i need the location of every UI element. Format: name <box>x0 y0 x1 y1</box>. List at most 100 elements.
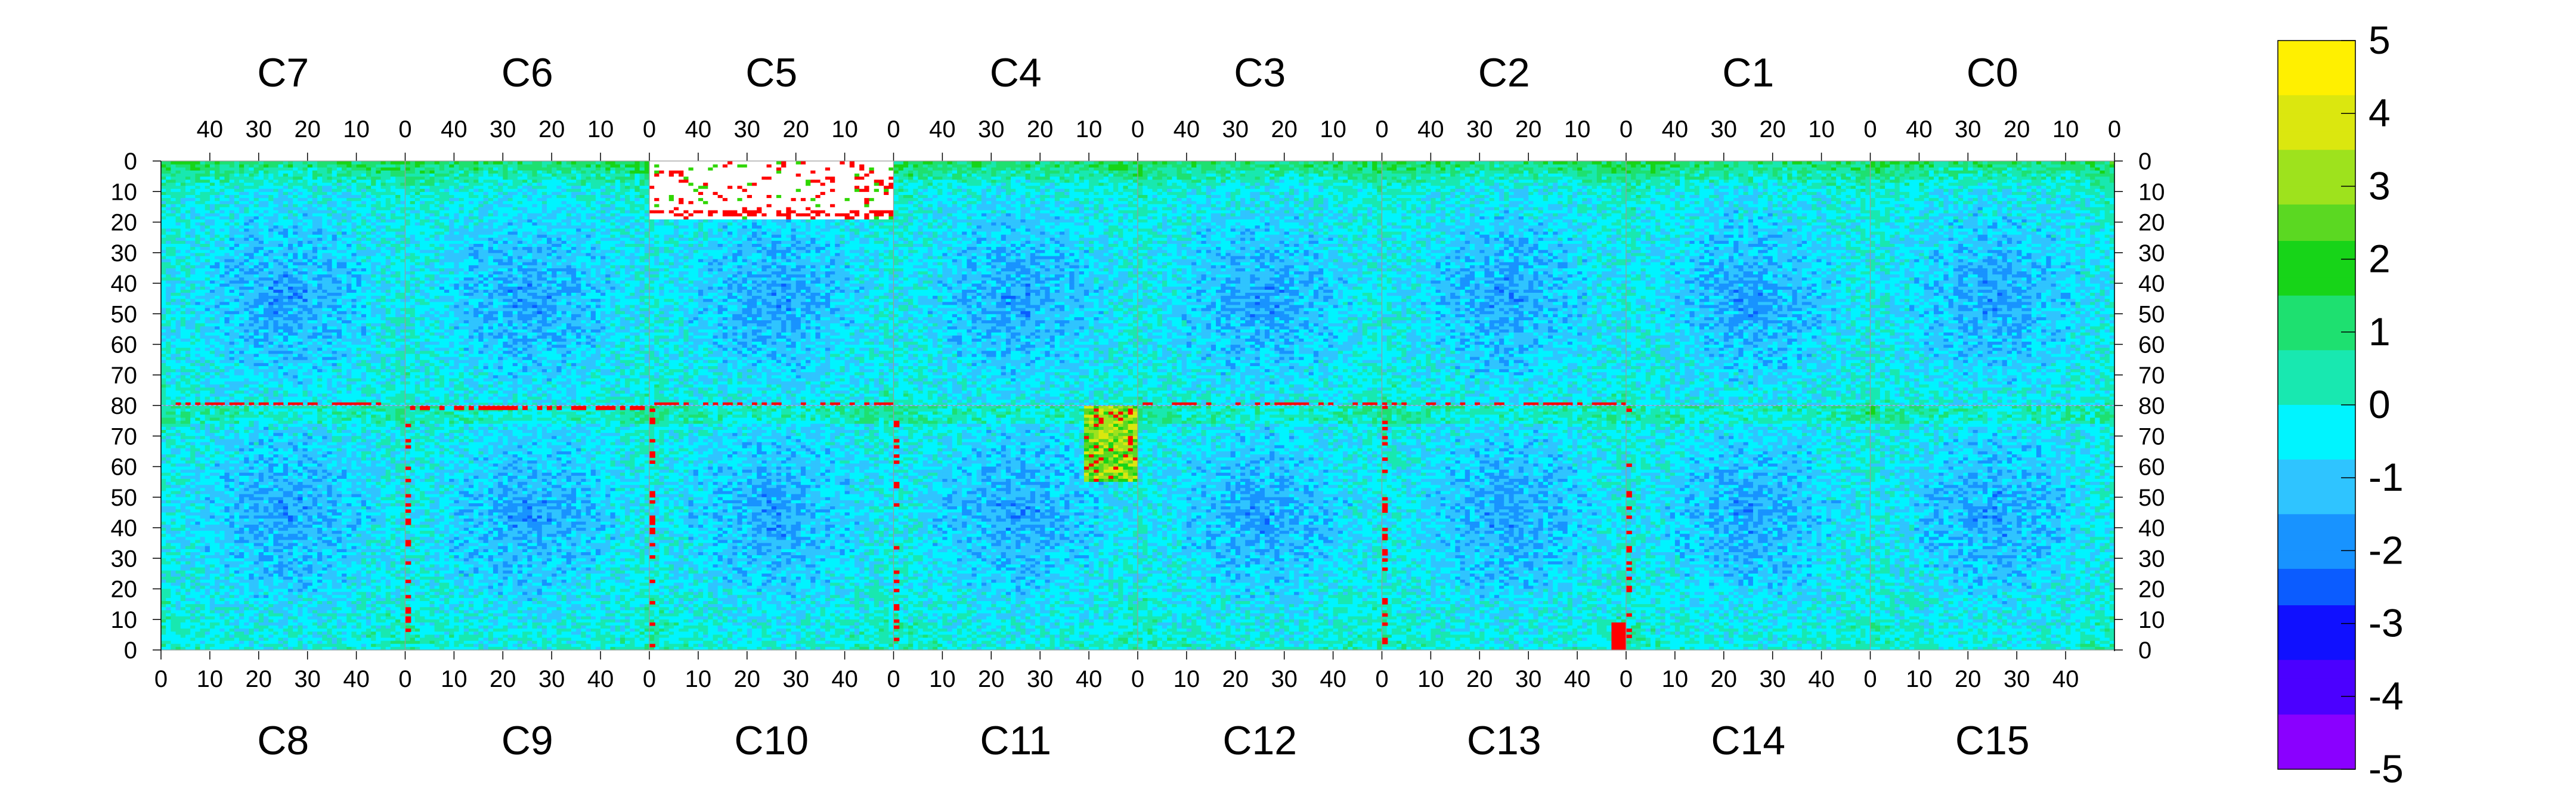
heatmap-cell <box>346 384 352 388</box>
heatmap-cell <box>190 369 196 373</box>
x-tick-label: 10 <box>1320 116 1346 143</box>
heatmap-cell <box>273 345 278 348</box>
heatmap-cell <box>391 357 396 360</box>
heatmap-cell <box>357 378 362 382</box>
heatmap-cell <box>322 341 327 345</box>
heatmap-cell <box>303 375 308 379</box>
heatmap-cell <box>322 363 327 366</box>
heatmap-cell <box>293 363 298 366</box>
heatmap-cell <box>361 387 367 391</box>
heatmap-cell <box>200 348 206 351</box>
heatmap-cell <box>254 387 259 391</box>
heatmap-cell <box>254 394 259 397</box>
heatmap-cell <box>254 378 259 382</box>
heatmap-cell <box>317 387 323 391</box>
heatmap-cell <box>395 378 401 382</box>
heatmap-cell <box>264 345 269 348</box>
heatmap-cell <box>219 394 225 397</box>
x-tick-label: 0 <box>2108 116 2121 143</box>
heatmap-cell <box>161 345 166 348</box>
heatmap-cell <box>171 341 176 345</box>
heatmap-cell <box>351 320 357 324</box>
heatmap-cell <box>171 326 176 330</box>
heatmap-cell <box>161 341 166 345</box>
heatmap-cell <box>171 317 176 320</box>
heatmap-cell <box>259 387 264 391</box>
heatmap-cell <box>230 320 235 324</box>
heatmap-cell <box>278 366 284 369</box>
heatmap-cell <box>351 363 357 366</box>
heatmap-cell <box>308 384 313 388</box>
heatmap-cell <box>386 360 391 363</box>
x-tick-label: 0 <box>398 116 411 143</box>
heatmap-cell <box>176 369 181 373</box>
heatmap-cell <box>176 332 181 336</box>
heatmap-cell <box>332 338 338 342</box>
heatmap-cell <box>357 390 362 394</box>
heatmap-cell <box>386 332 391 336</box>
heatmap-cell <box>215 348 220 351</box>
heatmap-cell <box>205 375 210 379</box>
heatmap-cell <box>395 357 401 360</box>
heatmap-cell <box>298 296 303 299</box>
heatmap-cell <box>400 332 405 336</box>
heatmap-cell <box>361 354 367 357</box>
heatmap-cell <box>293 323 298 327</box>
heatmap-cell <box>249 372 254 376</box>
heatmap-cell <box>273 289 278 293</box>
heatmap-cell <box>205 332 210 336</box>
heatmap-cell <box>210 363 215 366</box>
heatmap-cell <box>161 320 166 324</box>
heatmap-cell <box>278 384 284 388</box>
heatmap-cell <box>264 296 269 299</box>
heatmap-cell <box>244 341 249 345</box>
heatmap-cell <box>308 400 313 403</box>
heatmap-cell <box>268 360 274 363</box>
heatmap-cell <box>230 289 235 293</box>
heatmap-cell <box>244 400 249 403</box>
x-tick-label: 40 <box>1808 666 1835 692</box>
heatmap-cell <box>171 375 176 379</box>
heatmap-cell <box>312 320 318 324</box>
heatmap-cell <box>171 296 176 299</box>
heatmap-cell <box>322 348 327 351</box>
heatmap-cell <box>308 378 313 382</box>
heatmap-cell <box>239 317 244 320</box>
heatmap-cell <box>185 308 191 311</box>
heatmap-cell <box>161 332 166 336</box>
heatmap-cell <box>268 394 274 397</box>
heatmap-cell <box>332 397 338 400</box>
heatmap-cell <box>346 302 352 305</box>
heatmap-cell <box>249 390 254 394</box>
heatmap-cell <box>254 305 259 308</box>
heatmap-cell <box>357 323 362 327</box>
heatmap-cell <box>376 289 381 293</box>
heatmap-cell <box>185 354 191 357</box>
heatmap-cell <box>312 338 318 342</box>
heatmap-cell <box>224 354 230 357</box>
heatmap-cell <box>283 329 289 333</box>
heatmap-cell <box>395 296 401 299</box>
heatmap-cell <box>293 338 298 342</box>
heatmap-cell <box>351 302 357 305</box>
heatmap-cell <box>332 348 338 351</box>
heatmap-cell <box>283 372 289 376</box>
x-tick-label: 20 <box>1515 116 1542 143</box>
heatmap-cell <box>317 363 323 366</box>
heatmap-cell <box>176 400 181 403</box>
heatmap-cell <box>254 335 259 339</box>
heatmap-cell <box>249 397 254 400</box>
heatmap-cell <box>308 363 313 366</box>
heatmap-cell <box>288 375 293 379</box>
heatmap-cell <box>312 335 318 339</box>
heatmap-cell <box>317 329 323 333</box>
heatmap-cell <box>366 320 371 324</box>
heatmap-cell <box>176 335 181 339</box>
heatmap-cell <box>317 311 323 314</box>
heatmap-cell <box>381 351 386 354</box>
heatmap-cell <box>205 390 210 394</box>
heatmap-cell <box>259 292 264 296</box>
heatmap-cell <box>273 299 278 302</box>
heatmap-cell <box>298 360 303 363</box>
heatmap-cell <box>371 320 376 324</box>
